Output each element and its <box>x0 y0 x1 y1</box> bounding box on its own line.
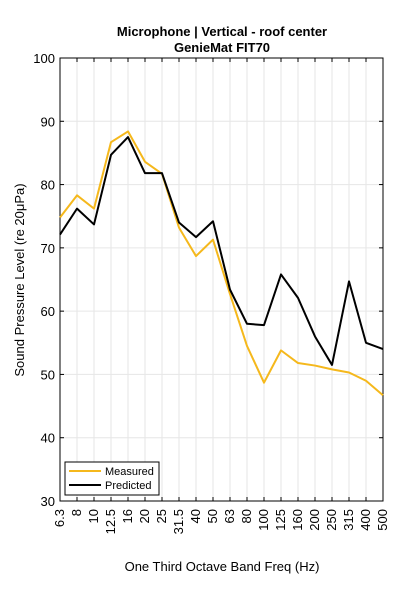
plot-frame <box>59 57 384 502</box>
y-tick-label: 50 <box>41 367 55 382</box>
y-tick-label: 90 <box>41 114 55 129</box>
data-series <box>59 130 384 397</box>
x-tick-label: 16 <box>120 509 135 523</box>
x-tick-label: 10 <box>86 509 101 523</box>
x-tick-label: 31.5 <box>171 509 186 534</box>
x-tick-label: 400 <box>358 509 373 531</box>
x-tick-label: 80 <box>239 509 254 523</box>
x-axis-label: One Third Octave Band Freq (Hz) <box>125 559 320 574</box>
x-tick-label: 25 <box>154 509 169 523</box>
x-tick-label: 6.3 <box>52 509 67 527</box>
chart-title: Microphone | Vertical - roof center <box>117 24 327 39</box>
y-tick-label: 30 <box>41 494 55 509</box>
x-tick-label: 250 <box>324 509 339 531</box>
axis-ticks: 6.3 8 10 12.5 16 20 25 31.5 40 50 63 80 100 125 160 200… <box>33 51 390 534</box>
x-tick-label: 200 <box>307 509 322 531</box>
y-axis-label: Sound Pressure Level (re 20μPa) <box>12 183 27 376</box>
y-tick-label: 60 <box>41 304 55 319</box>
legend-label-predicted: Predicted <box>105 480 151 492</box>
x-tick-label: 100 <box>256 509 271 531</box>
y-tick-label: 80 <box>41 178 55 193</box>
x-tick-label: 40 <box>188 509 203 523</box>
y-tick-label: 100 <box>33 51 55 66</box>
x-tick-label: 63 <box>222 509 237 523</box>
x-tick-label: 50 <box>205 509 220 523</box>
x-tick-label: 500 <box>375 509 390 531</box>
series-line-predicted <box>59 136 384 366</box>
legend-box <box>64 461 160 496</box>
x-tick-label: 8 <box>69 509 84 516</box>
x-tick-label: 20 <box>137 509 152 523</box>
chart-subtitle: GenieMat FIT70 <box>174 40 270 55</box>
x-tick-label: 160 <box>290 509 305 531</box>
x-tick-label: 315 <box>341 509 356 531</box>
x-tick-label: 12.5 <box>103 509 118 534</box>
legend: Measured Predicted <box>64 461 160 496</box>
legend-label-measured: Measured <box>105 466 154 478</box>
y-tick-label: 40 <box>41 431 55 446</box>
series-line-measured <box>59 130 384 397</box>
x-tick-label: 125 <box>273 509 288 531</box>
y-tick-label: 70 <box>41 241 55 256</box>
